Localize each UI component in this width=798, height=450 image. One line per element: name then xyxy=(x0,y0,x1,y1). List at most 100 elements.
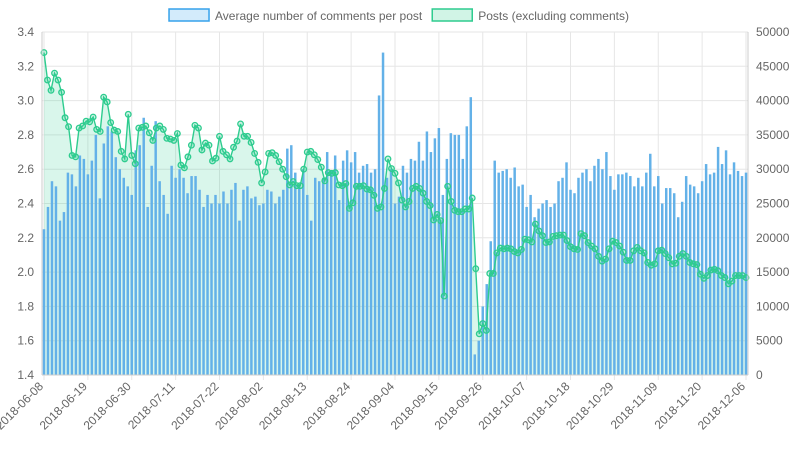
posts-point[interactable] xyxy=(672,259,680,267)
posts-point[interactable] xyxy=(314,156,322,164)
posts-point[interactable] xyxy=(279,165,287,173)
posts-point[interactable] xyxy=(272,152,280,159)
posts-point[interactable] xyxy=(591,245,599,253)
posts-point[interactable] xyxy=(447,197,455,205)
posts-point[interactable] xyxy=(574,246,581,253)
posts-point[interactable] xyxy=(187,141,195,149)
posts-point[interactable] xyxy=(258,179,266,187)
posts-point[interactable] xyxy=(79,122,87,130)
posts-point[interactable] xyxy=(226,155,234,163)
posts-point[interactable] xyxy=(370,191,378,199)
posts-point[interactable] xyxy=(342,180,350,188)
posts-point[interactable] xyxy=(493,249,501,257)
posts-point[interactable] xyxy=(166,135,174,143)
posts-point[interactable] xyxy=(686,259,694,266)
posts-point[interactable] xyxy=(244,132,252,140)
posts-point[interactable] xyxy=(103,98,111,106)
posts-point[interactable] xyxy=(647,261,655,269)
posts-point[interactable] xyxy=(395,179,402,187)
posts-point[interactable] xyxy=(96,128,104,135)
posts-point[interactable] xyxy=(54,76,62,84)
posts-point[interactable] xyxy=(377,203,385,211)
posts-point[interactable] xyxy=(451,206,459,214)
posts-point[interactable] xyxy=(609,237,617,245)
posts-point[interactable] xyxy=(198,146,206,154)
posts-point[interactable] xyxy=(233,137,241,145)
legend-item-posts[interactable]: Posts (excluding comments) xyxy=(431,8,629,23)
posts-point[interactable] xyxy=(616,242,624,250)
posts-point[interactable] xyxy=(310,151,318,159)
posts-point[interactable] xyxy=(384,155,392,163)
posts-point[interactable] xyxy=(145,129,153,137)
posts-point[interactable] xyxy=(517,246,525,253)
posts-point[interactable] xyxy=(728,277,736,285)
posts-point[interactable] xyxy=(366,186,374,194)
posts-point[interactable] xyxy=(212,154,220,162)
posts-point[interactable] xyxy=(626,256,634,264)
posts-point[interactable] xyxy=(398,196,406,204)
posts-point[interactable] xyxy=(444,182,452,190)
posts-point[interactable] xyxy=(68,152,76,159)
posts-point[interactable] xyxy=(703,272,711,279)
posts-point[interactable] xyxy=(124,110,132,118)
posts-point[interactable] xyxy=(110,126,118,134)
posts-point[interactable] xyxy=(693,261,701,269)
posts-point[interactable] xyxy=(173,130,181,137)
posts-point[interactable] xyxy=(528,238,536,246)
posts-point[interactable] xyxy=(216,132,223,140)
posts-point[interactable] xyxy=(440,292,448,300)
posts-point[interactable] xyxy=(475,330,483,338)
posts-point[interactable] xyxy=(251,149,259,157)
posts-point[interactable] xyxy=(426,202,434,210)
posts-point[interactable] xyxy=(296,182,304,190)
posts-point[interactable] xyxy=(605,245,613,253)
posts-point[interactable] xyxy=(58,88,65,96)
posts-point[interactable] xyxy=(482,326,490,334)
posts-point[interactable] xyxy=(405,197,413,205)
posts-point[interactable] xyxy=(321,177,329,185)
posts-point[interactable] xyxy=(465,205,473,213)
posts-point[interactable] xyxy=(275,158,283,166)
posts-point[interactable] xyxy=(61,114,69,122)
posts-point[interactable] xyxy=(121,155,129,163)
posts-point[interactable] xyxy=(40,49,48,57)
posts-point[interactable] xyxy=(710,265,718,273)
posts-point[interactable] xyxy=(640,249,648,257)
posts-point[interactable] xyxy=(602,255,610,263)
posts-point[interactable] xyxy=(142,122,150,130)
posts-point[interactable] xyxy=(89,113,97,121)
posts-point[interactable] xyxy=(595,252,603,260)
posts-point[interactable] xyxy=(349,199,357,207)
posts-point[interactable] xyxy=(237,120,245,128)
posts-point[interactable] xyxy=(300,165,308,173)
posts-point[interactable] xyxy=(535,227,543,235)
posts-point[interactable] xyxy=(714,267,722,275)
posts-point[interactable] xyxy=(619,248,627,256)
posts-point[interactable] xyxy=(194,124,202,132)
posts-point[interactable] xyxy=(117,147,125,155)
posts-point[interactable] xyxy=(100,93,108,101)
posts-point[interactable] xyxy=(563,237,571,244)
posts-point[interactable] xyxy=(345,204,353,212)
posts-point[interactable] xyxy=(261,168,269,176)
posts-point[interactable] xyxy=(282,173,290,181)
posts-point[interactable] xyxy=(114,128,122,135)
posts-point[interactable] xyxy=(381,184,388,192)
posts-point[interactable] xyxy=(545,238,553,246)
posts-point[interactable] xyxy=(159,125,167,133)
posts-point[interactable] xyxy=(472,265,480,273)
posts-point[interactable] xyxy=(180,164,188,172)
posts-point[interactable] xyxy=(331,169,339,177)
posts-point[interactable] xyxy=(47,86,55,94)
posts-point[interactable] xyxy=(479,320,487,327)
posts-point[interactable] xyxy=(72,153,80,161)
posts-point[interactable] xyxy=(51,69,58,77)
posts-point[interactable] xyxy=(437,217,445,225)
posts-point[interactable] xyxy=(170,136,178,144)
legend[interactable]: Average number of comments per post Posts… xyxy=(168,8,629,23)
posts-point[interactable] xyxy=(560,231,567,239)
posts-point[interactable] xyxy=(419,189,427,197)
posts-point[interactable] xyxy=(184,153,192,161)
posts-point[interactable] xyxy=(247,138,255,146)
posts-point[interactable] xyxy=(433,211,441,218)
